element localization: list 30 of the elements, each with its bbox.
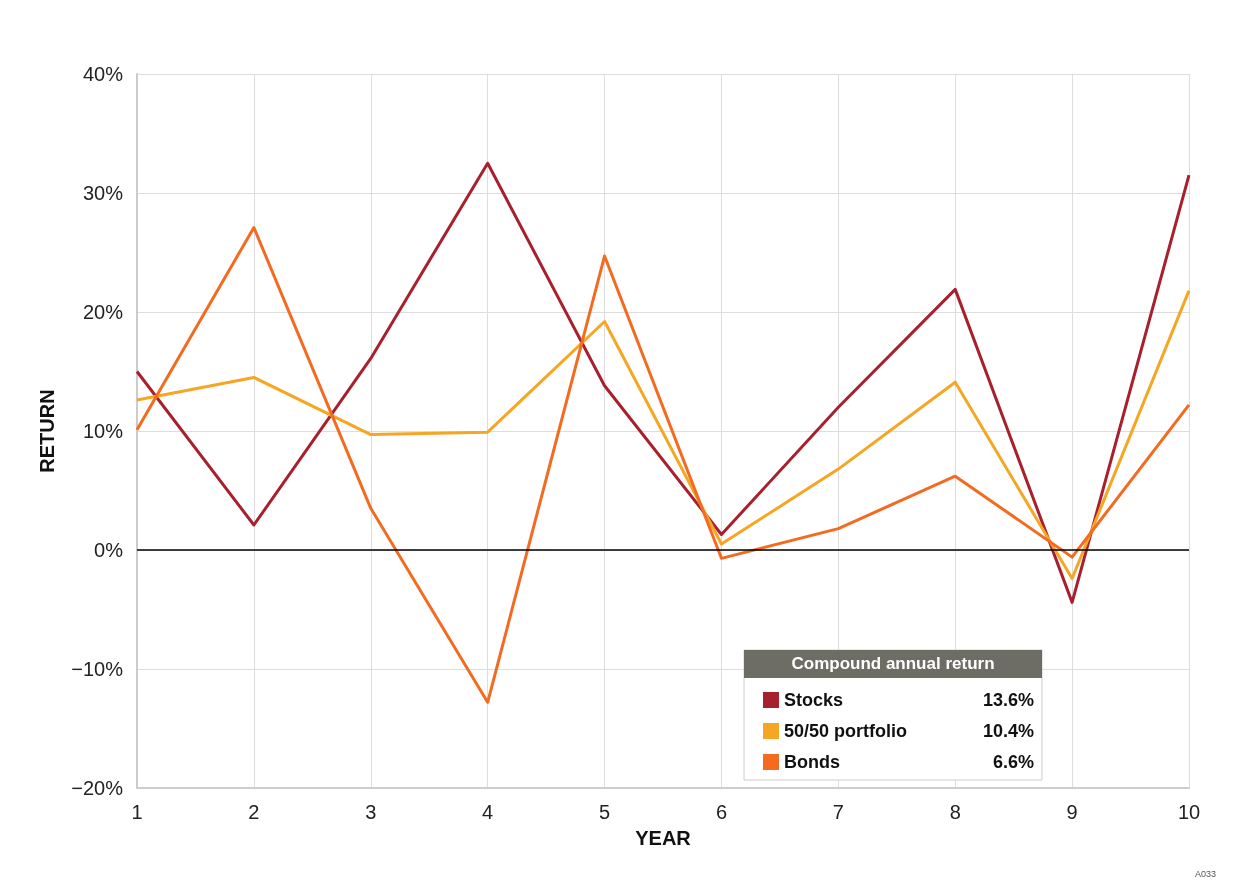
x-tick-label: 1: [131, 801, 143, 823]
line-series: [135, 161, 1191, 604]
y-tick-label: 0%: [94, 539, 124, 561]
annotation: 13.6%: [982, 690, 1034, 710]
x-tick-label: 2: [248, 801, 260, 823]
line-series: [135, 226, 1191, 704]
y-tick-label: 10%: [82, 420, 124, 442]
y-tick-label: −20%: [71, 777, 124, 799]
legend-header: Compound annual return: [744, 650, 1042, 678]
x-tick-label: 6: [715, 801, 728, 823]
x-tick-label: 8: [949, 801, 961, 823]
y-tick-label: 20%: [82, 301, 124, 323]
x-axis-title: YEAR: [635, 827, 692, 849]
x-tick-label: 5: [598, 801, 611, 823]
y-tick-label: −10%: [71, 658, 124, 680]
x-tick-label: 3: [365, 801, 377, 823]
legend-label: Bonds: [784, 752, 840, 772]
y-tick-label: 30%: [82, 182, 124, 204]
y-axis-title: RETURN: [36, 389, 58, 473]
legend-label: Stocks: [784, 690, 844, 710]
legend-label: 50/50 portfolio: [784, 721, 908, 741]
x-tick-label: 4: [482, 801, 494, 823]
x-tick-label: 10: [1177, 801, 1201, 823]
text: A033: [1194, 868, 1217, 879]
y-tick-label: 40%: [82, 63, 124, 85]
annotation: 6.6%: [992, 752, 1034, 772]
annotation: 10.4%: [982, 721, 1034, 741]
x-tick-label: 9: [1066, 801, 1078, 823]
x-tick-label: 7: [832, 801, 844, 823]
line-series: [135, 289, 1191, 581]
